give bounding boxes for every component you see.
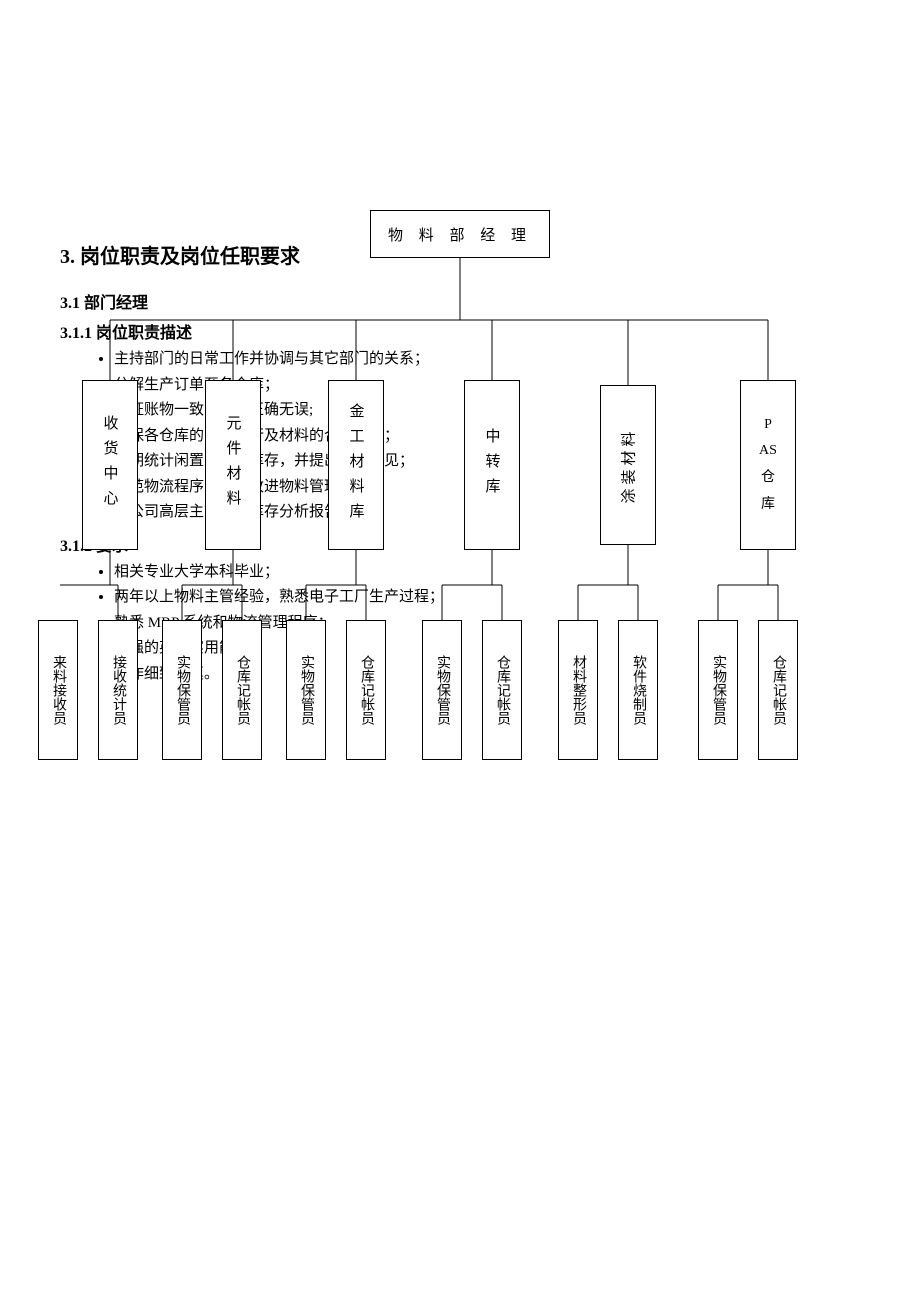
- org-mid-1: 元件材料: [205, 380, 261, 550]
- org-leaf-2: 实物保管员: [162, 620, 202, 760]
- org-leaf-11: 仓库记帐员: [758, 620, 798, 760]
- org-mid-3: 中转库: [464, 380, 520, 550]
- org-leaf-10: 实物保管员: [698, 620, 738, 760]
- org-root: 物 料 部 经 理: [370, 210, 550, 258]
- org-leaf-3: 仓库记帐员: [222, 620, 262, 760]
- org-mid-2: 金工材料库: [328, 380, 384, 550]
- list-item: 相关专业大学本科毕业；: [114, 560, 860, 586]
- org-leaf-0: 来料接收员: [38, 620, 78, 760]
- org-leaf-1: 接收统计员: [98, 620, 138, 760]
- org-mid-5: PAS仓库: [740, 380, 796, 550]
- sub-311: 3.1.1 岗位职责描述: [60, 319, 860, 343]
- sub-31: 3.1 部门经理: [60, 289, 860, 313]
- org-mid-4: 涂装材料: [600, 385, 656, 545]
- org-leaf-9: 软件烧制员: [618, 620, 658, 760]
- org-mid-0: 收货中心: [82, 380, 138, 550]
- list-item: 主持部门的日常工作并协调与其它部门的关系；: [114, 347, 860, 373]
- org-leaf-4: 实物保管员: [286, 620, 326, 760]
- org-leaf-7: 仓库记帐员: [482, 620, 522, 760]
- org-leaf-5: 仓库记帐员: [346, 620, 386, 760]
- org-leaf-6: 实物保管员: [422, 620, 462, 760]
- org-leaf-8: 材料整形员: [558, 620, 598, 760]
- list-item: 两年以上物料主管经验，熟悉电子工厂生产过程；: [114, 585, 860, 611]
